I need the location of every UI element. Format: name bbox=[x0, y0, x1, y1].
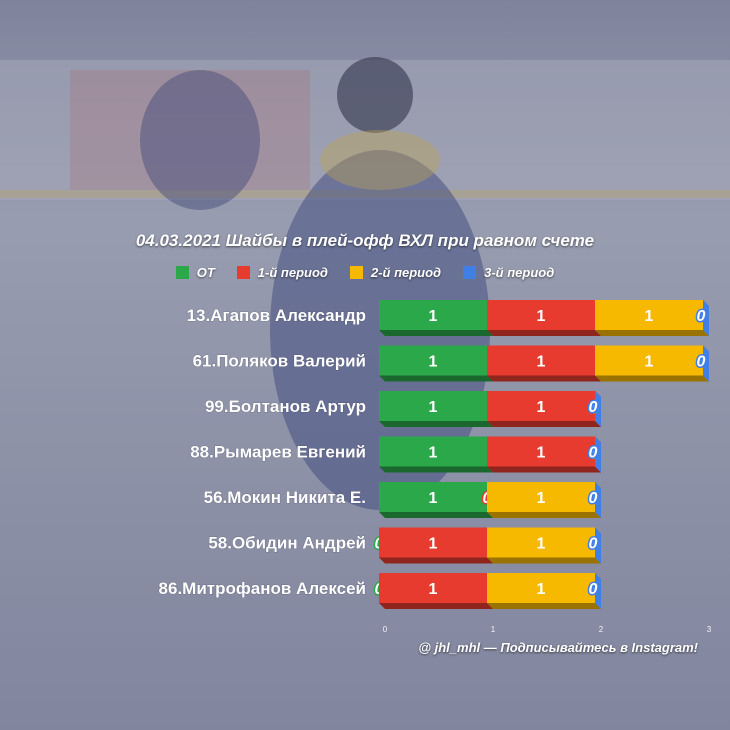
category-label: 86.Митрофанов Алексей bbox=[159, 579, 366, 598]
bar-segment-depth bbox=[379, 603, 493, 609]
bar-segment-depth bbox=[379, 512, 493, 518]
data-label: 1 bbox=[537, 399, 546, 416]
bar-segment-zero bbox=[595, 573, 601, 609]
legend-label-ot: OT bbox=[196, 265, 215, 280]
bar-segment-depth bbox=[595, 375, 709, 382]
data-label: 0 bbox=[589, 581, 598, 598]
data-label: 1 bbox=[537, 536, 546, 553]
bar-segment-depth bbox=[487, 421, 601, 427]
category-label: 58.Обидин Андрей bbox=[208, 534, 366, 553]
legend-swatch-p1 bbox=[236, 266, 250, 279]
legend-label-p1: 1-й период bbox=[257, 265, 328, 280]
data-label: 1 bbox=[429, 490, 438, 507]
data-label: 1 bbox=[537, 490, 546, 507]
data-label: 1 bbox=[537, 308, 546, 325]
bar-segment-zero bbox=[595, 391, 601, 427]
legend-label-p3: 3-й период bbox=[484, 265, 555, 280]
category-label: 99.Болтанов Артур bbox=[205, 397, 366, 416]
bar-segment bbox=[487, 300, 595, 330]
bar-segment bbox=[595, 300, 703, 330]
bar-segment-depth bbox=[487, 512, 601, 518]
data-label: 0 bbox=[589, 399, 598, 416]
legend-swatch-ot bbox=[175, 266, 189, 279]
data-label: 1 bbox=[429, 308, 438, 325]
legend: OT 1-й период 2-й период 3-й период bbox=[0, 265, 730, 280]
bar-segment bbox=[487, 527, 595, 558]
bar-segment bbox=[379, 527, 487, 558]
data-label: 0 bbox=[589, 445, 598, 462]
bar-segment-zero bbox=[595, 527, 601, 564]
category-label: 56.Мокин Никита Е. bbox=[204, 488, 366, 507]
bar-segment bbox=[379, 482, 487, 512]
bar-segment-depth bbox=[487, 557, 601, 564]
legend-item-p1: 1-й период bbox=[236, 265, 328, 280]
category-label: 88.Рымарев Евгений bbox=[190, 443, 366, 462]
data-label: 1 bbox=[429, 354, 438, 371]
data-label: 1 bbox=[429, 581, 438, 598]
data-label: 0 bbox=[697, 308, 706, 325]
data-label: 1 bbox=[429, 399, 438, 416]
bar-segment-depth bbox=[595, 330, 709, 336]
bar-segment bbox=[487, 436, 595, 467]
legend-swatch-p3 bbox=[463, 266, 477, 279]
category-label: 61.Поляков Валерий bbox=[193, 352, 366, 371]
bar-segment bbox=[487, 482, 595, 512]
x-tick-label: 1 bbox=[491, 625, 496, 634]
legend-item-ot: OT bbox=[175, 265, 215, 280]
bar-segment-depth bbox=[379, 330, 493, 336]
category-label: 13.Агапов Александр bbox=[187, 306, 366, 325]
bar-segment bbox=[379, 345, 487, 376]
data-label: 0 bbox=[589, 536, 598, 553]
bar-segment-depth bbox=[487, 466, 601, 473]
chart-title: 04.03.2021 Шайбы в плей-офф ВХЛ при равн… bbox=[135, 231, 595, 250]
x-tick-label: 2 bbox=[599, 625, 604, 634]
data-label: 0 bbox=[589, 490, 598, 507]
data-label: 0 bbox=[697, 354, 706, 371]
legend-label-p2: 2-й период bbox=[370, 265, 442, 280]
bar-segment-depth bbox=[487, 330, 601, 336]
data-label: 1 bbox=[645, 308, 654, 325]
x-tick-label: 3 bbox=[707, 625, 712, 634]
legend-item-p2: 2-й период bbox=[349, 265, 442, 280]
footer-instagram: @ jhl_mhl — Подписывайтесь в Instagram! bbox=[418, 640, 698, 655]
bar-segment-zero bbox=[703, 345, 709, 382]
bar-segment bbox=[487, 573, 595, 603]
data-label: 1 bbox=[429, 445, 438, 462]
bar-segment bbox=[379, 573, 487, 603]
legend-item-p3: 3-й период bbox=[463, 265, 554, 280]
bar-segment-depth bbox=[379, 421, 493, 427]
bar-segment-zero bbox=[703, 300, 709, 336]
bar-segment bbox=[379, 300, 487, 330]
bar-segment bbox=[379, 436, 487, 467]
bar-segment bbox=[595, 345, 703, 376]
bar-segment bbox=[487, 345, 595, 376]
legend-swatch-p2 bbox=[349, 266, 363, 279]
bar-segment-zero bbox=[595, 436, 601, 473]
bar-segment-depth bbox=[487, 375, 601, 382]
bar-segment-zero bbox=[595, 482, 601, 518]
bar-segment-depth bbox=[487, 603, 601, 609]
bar-segment bbox=[487, 391, 595, 421]
data-label: 1 bbox=[537, 445, 546, 462]
x-tick-label: 0 bbox=[383, 625, 388, 634]
data-label: 1 bbox=[645, 354, 654, 371]
data-label: 1 bbox=[537, 581, 546, 598]
bar-segment bbox=[379, 391, 487, 421]
bar-segment-depth bbox=[379, 375, 493, 382]
data-label: 1 bbox=[429, 536, 438, 553]
data-label: 1 bbox=[537, 354, 546, 371]
bar-segment-depth bbox=[379, 466, 493, 473]
bar-segment-depth bbox=[379, 557, 493, 564]
